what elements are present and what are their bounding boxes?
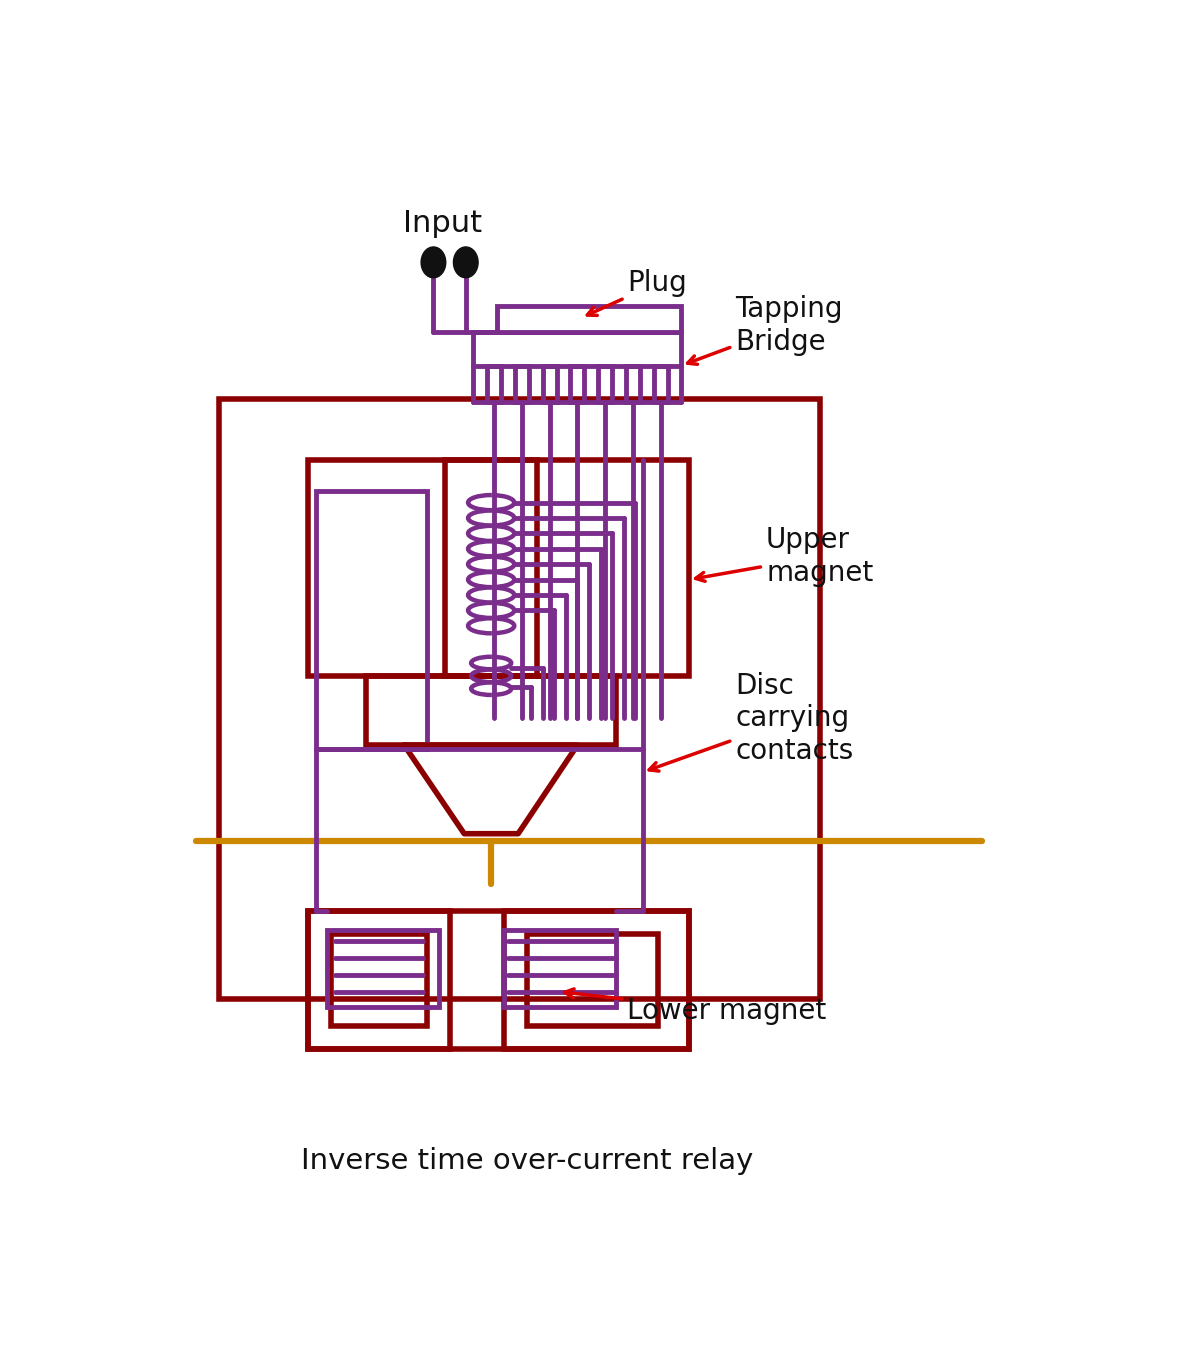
Ellipse shape	[421, 247, 446, 277]
Ellipse shape	[453, 247, 478, 277]
Bar	[527, 934, 658, 1026]
Bar	[445, 460, 537, 676]
Text: Tapping
Bridge: Tapping Bridge	[687, 295, 843, 364]
Text: Disc
carrying
contacts: Disc carrying contacts	[650, 672, 853, 771]
Bar	[598, 366, 612, 403]
Bar	[653, 366, 667, 403]
Bar	[487, 366, 501, 403]
Bar	[473, 332, 681, 366]
Bar	[516, 366, 528, 403]
Text: Inverse time over-current relay: Inverse time over-current relay	[301, 1147, 753, 1175]
Text: Plug: Plug	[587, 269, 687, 315]
Bar	[315, 491, 427, 749]
Bar	[543, 366, 557, 403]
Bar	[497, 306, 681, 332]
Bar	[504, 930, 616, 1007]
Bar	[327, 930, 439, 1007]
Bar	[504, 910, 689, 1050]
Bar	[626, 366, 640, 403]
Bar	[308, 460, 689, 676]
Bar	[219, 399, 820, 999]
Text: Input: Input	[403, 209, 483, 239]
Bar	[308, 910, 689, 1050]
Bar	[308, 910, 451, 1050]
Bar	[331, 934, 427, 1026]
Text: Upper
magnet: Upper magnet	[696, 527, 873, 587]
Text: Lower magnet: Lower magnet	[565, 988, 826, 1025]
Bar	[366, 676, 616, 745]
Bar	[571, 366, 584, 403]
